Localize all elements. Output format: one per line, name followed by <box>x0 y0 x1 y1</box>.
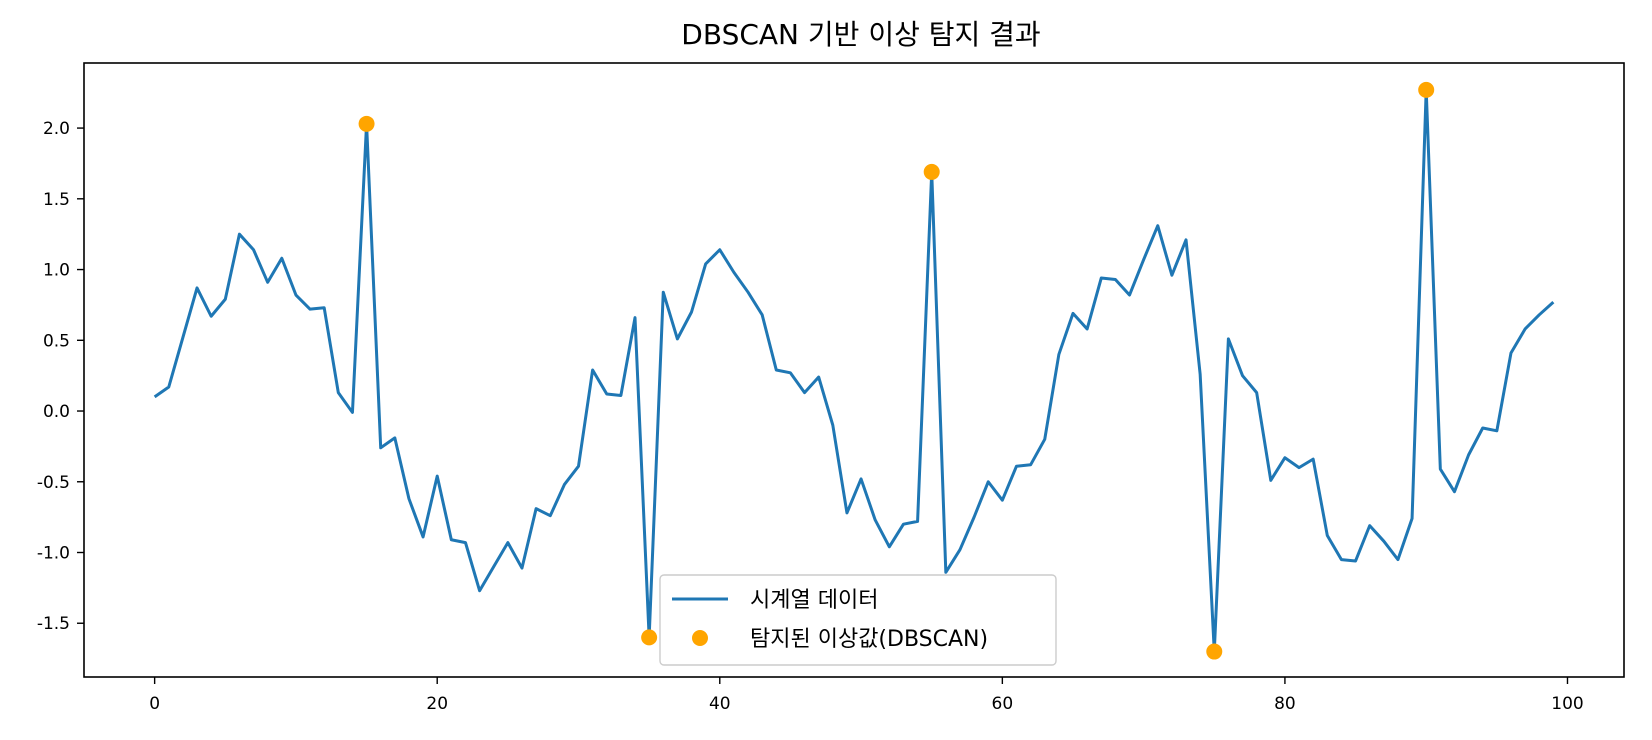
y-tick-label: -0.5 <box>37 473 70 493</box>
anomaly-point <box>923 163 940 180</box>
series-line-time-series <box>153 88 1555 654</box>
y-tick-label: -1.0 <box>37 544 70 564</box>
plot-area <box>153 81 1555 660</box>
y-tick-label: 2.0 <box>43 119 70 139</box>
y-tick-label: 1.0 <box>43 261 70 281</box>
legend-label-anomalies: 탐지된 이상값(DBSCAN) <box>750 627 988 652</box>
anomaly-point <box>641 629 658 646</box>
anomaly-point <box>358 115 375 132</box>
legend-label-time-series: 시계열 데이터 <box>750 588 878 613</box>
legend-point-swatch <box>692 630 708 646</box>
plot-frame <box>83 62 1625 678</box>
y-axis: -1.5 -1.0 -0.5 0.0 0.5 1.0 1.5 2.0 <box>37 119 84 634</box>
anomaly-point <box>1206 643 1223 660</box>
y-tick-label: 0.5 <box>43 331 70 351</box>
y-tick-label: -1.5 <box>37 614 70 634</box>
x-tick-label: 40 <box>709 694 731 714</box>
y-tick-label: 0.0 <box>43 402 70 422</box>
x-tick-label: 0 <box>149 694 160 714</box>
y-tick-label: 1.5 <box>43 190 70 210</box>
x-axis: 0 20 40 60 80 100 <box>149 677 1584 714</box>
x-tick-label: 80 <box>1274 694 1296 714</box>
legend-box <box>659 574 1057 666</box>
x-tick-label: 20 <box>426 694 448 714</box>
chart-title: DBSCAN 기반 이상 탐지 결과 <box>681 18 1040 51</box>
anomaly-point <box>1418 81 1435 98</box>
x-tick-label: 60 <box>992 694 1014 714</box>
x-tick-label: 100 <box>1551 694 1583 714</box>
